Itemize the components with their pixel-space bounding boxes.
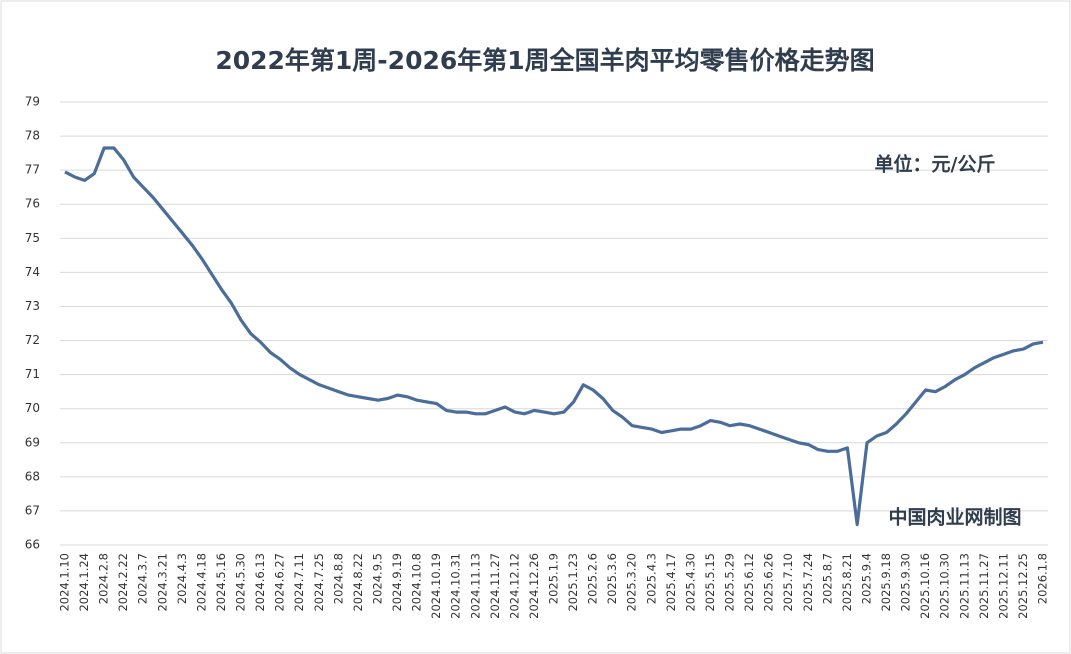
x-tick-label: 2024.9.19 — [390, 553, 404, 612]
y-tick-label: 66 — [25, 538, 40, 552]
x-tick-label: 2026.1.8 — [1036, 553, 1050, 604]
x-tick-label: 2024.12.12 — [507, 553, 521, 619]
x-tick-label: 2025.10.16 — [918, 553, 932, 619]
x-tick-label: 2024.4.3 — [175, 553, 189, 604]
y-tick-label: 69 — [25, 435, 40, 449]
y-tick-label: 74 — [25, 265, 40, 279]
x-tick-label: 2024.11.27 — [488, 553, 502, 619]
x-tick-label: 2025.9.18 — [879, 553, 893, 612]
source-note: 中国肉业网制图 — [888, 506, 1021, 529]
x-tick-label: 2025.6.26 — [762, 553, 776, 612]
x-tick-label: 2024.11.13 — [468, 553, 482, 619]
y-tick-label: 71 — [25, 367, 40, 381]
x-tick-label: 2024.7.11 — [292, 553, 306, 612]
y-tick-label: 70 — [25, 401, 40, 415]
x-tick-label: 2025.7.24 — [801, 553, 815, 612]
x-tick-label: 2025.10.30 — [938, 553, 952, 619]
x-tick-label: 2024.4.18 — [194, 553, 208, 612]
x-tick-label: 2025.12.25 — [1016, 553, 1030, 619]
x-tick-label: 2024.7.25 — [312, 553, 326, 612]
x-tick-label: 2024.3.21 — [155, 553, 169, 612]
data-line — [64, 146, 1044, 527]
x-tick-label: 2025.12.11 — [996, 553, 1010, 619]
x-tick-label: 2025.1.23 — [566, 553, 580, 612]
unit-note: 单位：元/公斤 — [875, 153, 996, 176]
x-tick-label: 2024.5.16 — [214, 553, 228, 612]
x-tick-label: 2024.2.22 — [116, 553, 130, 612]
x-tick-label: 2025.3.20 — [625, 553, 639, 612]
x-tick-label: 2024.8.22 — [351, 553, 365, 612]
x-tick-label: 2025.2.6 — [586, 553, 600, 604]
x-tick-label: 2024.10.19 — [429, 553, 443, 619]
x-tick-label: 2025.7.10 — [781, 553, 795, 612]
x-tick-label: 2025.4.17 — [664, 553, 678, 612]
x-tick-label: 2024.1.24 — [77, 553, 91, 612]
y-tick-label: 78 — [25, 129, 40, 143]
x-tick-label: 2025.9.4 — [859, 553, 873, 604]
x-tick-label: 2024.12.26 — [527, 553, 541, 619]
x-tick-label: 2025.4.3 — [644, 553, 658, 604]
x-tick-label: 2024.2.8 — [97, 553, 111, 604]
x-tick-label: 2025.8.21 — [840, 553, 854, 612]
y-tick-label: 76 — [25, 197, 40, 211]
x-tick-label: 2024.1.10 — [58, 553, 72, 612]
x-tick-label: 2025.11.27 — [977, 553, 991, 619]
x-tick-label: 2025.3.6 — [605, 553, 619, 604]
y-tick-label: 77 — [25, 163, 40, 177]
x-tick-label: 2025.1.9 — [547, 553, 561, 604]
x-tick-label: 2025.6.12 — [742, 553, 756, 612]
x-tick-label: 2025.4.30 — [683, 553, 697, 612]
y-tick-label: 67 — [25, 503, 40, 517]
x-tick-label: 2024.10.31 — [449, 553, 463, 619]
y-tick-label: 75 — [25, 231, 40, 245]
x-tick-label: 2024.3.7 — [136, 553, 150, 604]
y-tick-label: 72 — [25, 333, 40, 347]
x-tick-label: 2024.8.8 — [331, 553, 345, 604]
x-tick-label: 2024.6.13 — [253, 553, 267, 612]
y-tick-label: 73 — [25, 299, 40, 313]
chart-title: 2022年第1周-2026年第1周全国羊肉平均零售价格走势图 — [215, 46, 874, 75]
y-tick-label: 79 — [25, 95, 40, 109]
x-tick-label: 2024.6.27 — [273, 553, 287, 612]
y-tick-label: 68 — [25, 469, 40, 483]
x-tick-label: 2025.5.29 — [723, 553, 737, 612]
x-tick-label: 2025.11.13 — [957, 553, 971, 619]
x-tick-label: 2024.10.8 — [410, 553, 424, 612]
x-tick-label: 2024.9.5 — [370, 553, 384, 604]
x-tick-label: 2025.9.30 — [899, 553, 913, 612]
x-tick-label: 2024.5.30 — [234, 553, 248, 612]
x-tick-label: 2025.5.15 — [703, 553, 717, 612]
x-tick-label: 2025.8.7 — [820, 553, 834, 604]
